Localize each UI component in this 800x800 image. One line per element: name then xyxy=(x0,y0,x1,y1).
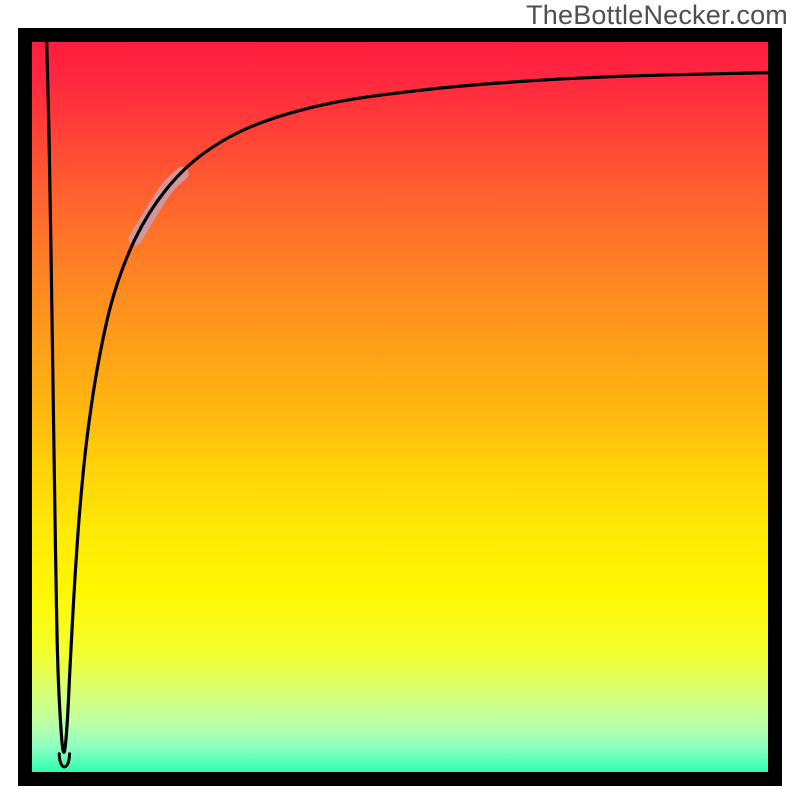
curve-min-arc xyxy=(59,754,69,767)
curve-highlight xyxy=(135,173,182,239)
watermark-text: TheBottleNecker.com xyxy=(526,0,788,31)
bottleneck-curve xyxy=(47,42,768,752)
chart-svg xyxy=(0,0,800,800)
chart-stage: TheBottleNecker.com xyxy=(0,0,800,800)
